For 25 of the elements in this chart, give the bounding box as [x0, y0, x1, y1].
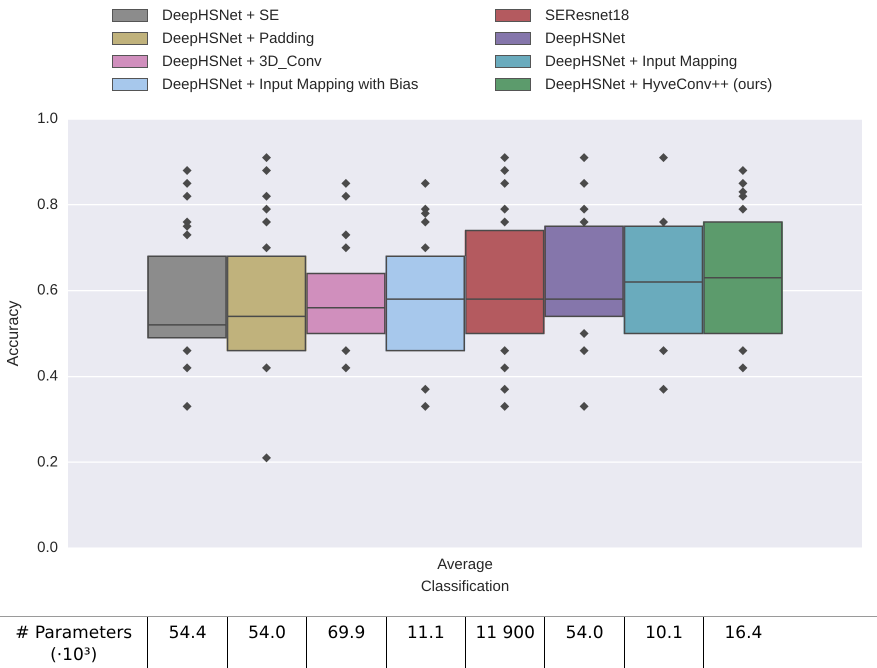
legend-label: DeepHSNet + Padding [162, 30, 314, 47]
text: 54.4 [147, 617, 227, 668]
y-tick-label: 0.6 [37, 282, 58, 299]
text: 69.9 [306, 617, 386, 668]
legend-label: SEResnet18 [545, 7, 630, 24]
y-axis-title: Accuracy [5, 300, 22, 366]
y-tick-label: 0.4 [37, 368, 58, 385]
x-tick-label: Average Classification [420, 556, 510, 595]
text: 11 900 [465, 617, 544, 668]
text: 11.1 [386, 617, 465, 668]
y-tick-label: 0.0 [37, 539, 58, 556]
legend-label: DeepHSNet + Input Mapping [545, 53, 738, 70]
text: # Parameters (·10³) [14, 622, 134, 667]
text: 16.4 [703, 617, 783, 668]
legend-label: DeepHSNet + HyveConv++ (ours) [545, 76, 772, 93]
text: 54.0 [544, 617, 624, 668]
legend-label: DeepHSNet + SE [162, 7, 280, 24]
legend-label: DeepHSNet + 3D_Conv [162, 53, 322, 70]
legend-label: DeepHSNet [545, 30, 626, 47]
text: 54.0 [226, 617, 306, 668]
legend-label: DeepHSNet + Input Mapping with Bias [162, 76, 418, 93]
text: 10.1 [624, 617, 704, 668]
y-tick-label: 0.8 [37, 196, 58, 213]
y-tick-label: 1.0 [37, 110, 58, 128]
y-tick-label: 0.2 [37, 453, 58, 470]
